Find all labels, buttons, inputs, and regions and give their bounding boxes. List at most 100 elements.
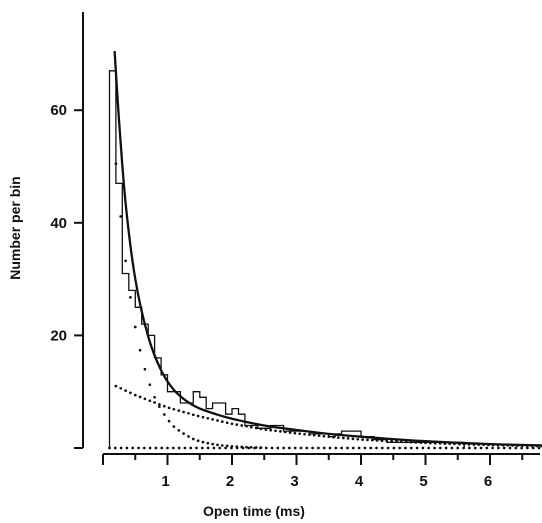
component-dot xyxy=(341,436,345,440)
component-dot xyxy=(491,446,494,450)
component-dot xyxy=(419,441,423,445)
component-dot xyxy=(456,446,460,450)
component-dot xyxy=(404,446,407,450)
component-dot xyxy=(332,435,335,439)
component-dot xyxy=(467,443,471,446)
component-dot xyxy=(269,428,273,432)
component-dot xyxy=(337,436,340,439)
component-dot xyxy=(328,446,332,450)
component-dot xyxy=(187,411,190,415)
component-dot xyxy=(508,446,512,450)
component-dot xyxy=(514,446,518,450)
component-dot xyxy=(298,432,302,436)
component-dot xyxy=(369,446,373,450)
component-dot xyxy=(241,446,245,450)
component-dot xyxy=(177,429,181,432)
component-dot xyxy=(211,442,214,446)
component-dot xyxy=(385,439,389,443)
component-dot xyxy=(312,433,316,437)
y-tick-label: 20 xyxy=(50,327,67,344)
component-dot xyxy=(279,430,282,433)
component-dot xyxy=(293,446,297,450)
component-dot xyxy=(254,426,258,430)
component-dot xyxy=(282,446,285,450)
component-dot xyxy=(153,401,156,404)
component-dot xyxy=(497,446,500,450)
component-dot xyxy=(502,446,506,450)
component-dot xyxy=(322,434,326,438)
component-dot xyxy=(253,446,256,450)
component-dot xyxy=(427,446,431,450)
component-dot xyxy=(356,437,360,441)
component-dot xyxy=(187,435,190,438)
component-dot xyxy=(230,422,234,426)
component-dot xyxy=(276,446,280,450)
component-dot xyxy=(346,446,349,450)
component-dot xyxy=(191,413,195,417)
component-dot xyxy=(462,446,465,450)
component-dot xyxy=(230,446,233,450)
component-dot xyxy=(363,446,367,450)
component-dot xyxy=(479,446,483,450)
component-dot xyxy=(386,446,390,450)
component-dot xyxy=(395,440,398,443)
component-dot xyxy=(530,444,534,448)
y-tick-label: 60 xyxy=(50,102,67,119)
component-dot xyxy=(487,443,490,447)
component-dot xyxy=(537,446,541,450)
component-dot xyxy=(485,446,489,450)
component-dot xyxy=(167,419,171,423)
component-dot xyxy=(224,446,227,450)
x-tick-label: 4 xyxy=(355,473,364,490)
x-tick-label: 5 xyxy=(419,473,427,490)
component-dot xyxy=(414,441,418,444)
component-dot xyxy=(191,437,195,441)
component-dot xyxy=(143,367,147,371)
component-dot xyxy=(259,446,262,450)
axes: 20 40 60 1 2 3 4 5 6 xyxy=(50,12,540,490)
component-dot xyxy=(308,433,311,437)
component-dot xyxy=(119,215,123,218)
component-dot xyxy=(114,384,118,388)
component-dot xyxy=(351,446,355,450)
component-dot xyxy=(264,428,268,431)
component-dot xyxy=(443,442,447,445)
component-dot xyxy=(171,446,175,450)
component-dot xyxy=(154,446,158,450)
component-dot xyxy=(270,446,274,450)
component-dot xyxy=(196,439,200,443)
component-dot xyxy=(247,446,251,450)
component-dot xyxy=(438,442,442,445)
fit-component-dotted-1 xyxy=(114,162,263,449)
component-dot xyxy=(211,418,214,421)
component-dot xyxy=(366,438,369,442)
component-dot xyxy=(182,432,185,435)
component-dot xyxy=(327,435,331,439)
component-dot xyxy=(520,446,523,450)
component-dot xyxy=(473,446,477,450)
component-dot xyxy=(322,446,326,450)
component-dot xyxy=(195,446,198,450)
component-dot xyxy=(351,437,355,441)
component-dot xyxy=(220,420,224,423)
component-dot xyxy=(162,404,166,408)
component-dot xyxy=(183,446,187,450)
component-dot xyxy=(245,424,248,428)
component-dot xyxy=(299,446,303,450)
component-dot xyxy=(501,443,505,447)
component-dot xyxy=(293,431,297,435)
component-dot xyxy=(206,441,210,445)
x-tick-label: 1 xyxy=(161,473,169,490)
tick-marks: 20 40 60 1 2 3 4 5 6 xyxy=(50,102,524,490)
component-dot xyxy=(162,413,166,416)
component-dot xyxy=(249,425,253,429)
component-dot xyxy=(124,259,127,263)
component-dot xyxy=(158,403,161,406)
component-dot xyxy=(450,446,454,450)
component-dot xyxy=(148,383,152,387)
component-dot xyxy=(404,440,408,444)
component-dot xyxy=(375,446,378,450)
component-dot xyxy=(158,405,161,408)
component-dot xyxy=(305,446,309,450)
component-dot xyxy=(143,397,147,401)
